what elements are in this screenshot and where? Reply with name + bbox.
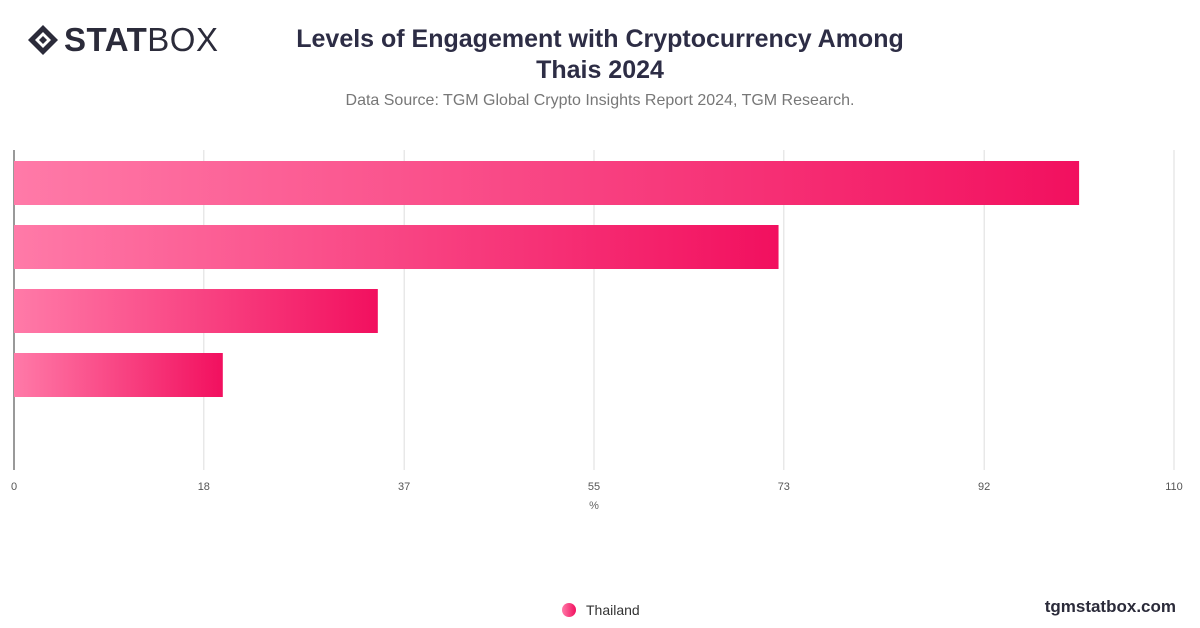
x-tick-label: 73 bbox=[778, 481, 790, 493]
diamond-logo-icon bbox=[28, 25, 58, 55]
bar bbox=[14, 353, 223, 397]
bar bbox=[14, 225, 779, 269]
x-tick-label: 110 bbox=[1165, 481, 1183, 493]
logo-wordmark: STATBOX bbox=[64, 22, 218, 58]
x-tick-label: 37 bbox=[398, 481, 410, 493]
x-tick-label: 0 bbox=[11, 481, 17, 493]
legend-label: Thailand bbox=[586, 602, 640, 618]
legend[interactable]: Thailand bbox=[562, 602, 640, 618]
bar bbox=[14, 161, 1080, 205]
chart-subtitle: Data Source: TGM Global Crypto Insights … bbox=[345, 92, 855, 109]
legend-swatch-icon bbox=[562, 603, 576, 617]
x-tick-label: 18 bbox=[198, 481, 210, 493]
logo-text-light: BOX bbox=[147, 21, 219, 58]
logo-text-bold: STAT bbox=[64, 21, 148, 58]
chart-title: Levels of Engagement with Cryptocurrency… bbox=[296, 25, 904, 84]
statbox-logo: STATBOX bbox=[26, 22, 218, 58]
x-axis-label: % bbox=[589, 500, 599, 512]
x-tick-label: 92 bbox=[978, 481, 990, 493]
brand-footer[interactable]: tgmstatbox.com bbox=[1044, 597, 1176, 616]
bar bbox=[14, 289, 378, 333]
x-tick-label: 55 bbox=[588, 481, 600, 493]
